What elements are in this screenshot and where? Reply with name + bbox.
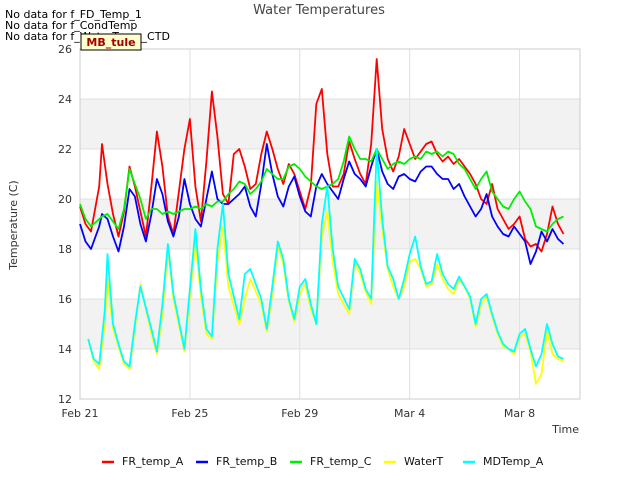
y-tick-label: 18 [58, 243, 72, 256]
no-data-note: No data for f_FD_Temp_1 [5, 8, 142, 21]
no-data-note: No data for f_CondTemp [5, 19, 138, 32]
legend-label: FR_temp_C [310, 455, 372, 468]
y-axis-title: Temperature (C) [7, 180, 20, 270]
x-tick-label: Feb 29 [281, 407, 318, 420]
legend-item: FR_temp_B [196, 455, 277, 468]
series-line-fr-temp-b [79, 143, 565, 265]
y-tick-label: 26 [58, 43, 72, 56]
series-line-fr-temp-c [79, 135, 564, 233]
legend-item: WaterT [384, 455, 444, 468]
site-badge: MB_tule [80, 33, 142, 51]
y-tick-label: 24 [58, 93, 72, 106]
x-tick-label: Feb 25 [171, 407, 208, 420]
legend-item: MDTemp_A [463, 455, 544, 468]
x-axis-title: Time [551, 423, 579, 436]
x-tick-label: Mar 4 [394, 407, 425, 420]
y-tick-label: 20 [58, 193, 72, 206]
legend-item: FR_temp_A [102, 455, 184, 468]
x-tick-label: Feb 21 [62, 407, 99, 420]
x-tick-label: Mar 8 [504, 407, 535, 420]
site-badge-label: MB_tule [86, 36, 135, 49]
shaded-band [80, 99, 580, 149]
y-tick-label: 12 [58, 393, 72, 406]
y-tick-label: 16 [58, 293, 72, 306]
legend-label: FR_temp_B [216, 455, 277, 468]
legend-label: WaterT [404, 455, 444, 468]
y-tick-label: 22 [58, 143, 72, 156]
series-line-mdtemp-a [87, 148, 564, 368]
legend: FR_temp_A FR_temp_B FR_temp_C WaterT MDTemp_… [102, 455, 544, 468]
legend-label: MDTemp_A [483, 455, 544, 468]
series-line-fr-temp-a [79, 58, 565, 253]
chart-title: Water Temperatures [253, 3, 385, 18]
y-tick-label: 14 [58, 343, 72, 356]
legend-label: FR_temp_A [122, 455, 184, 468]
legend-item: FR_temp_C [290, 455, 372, 468]
